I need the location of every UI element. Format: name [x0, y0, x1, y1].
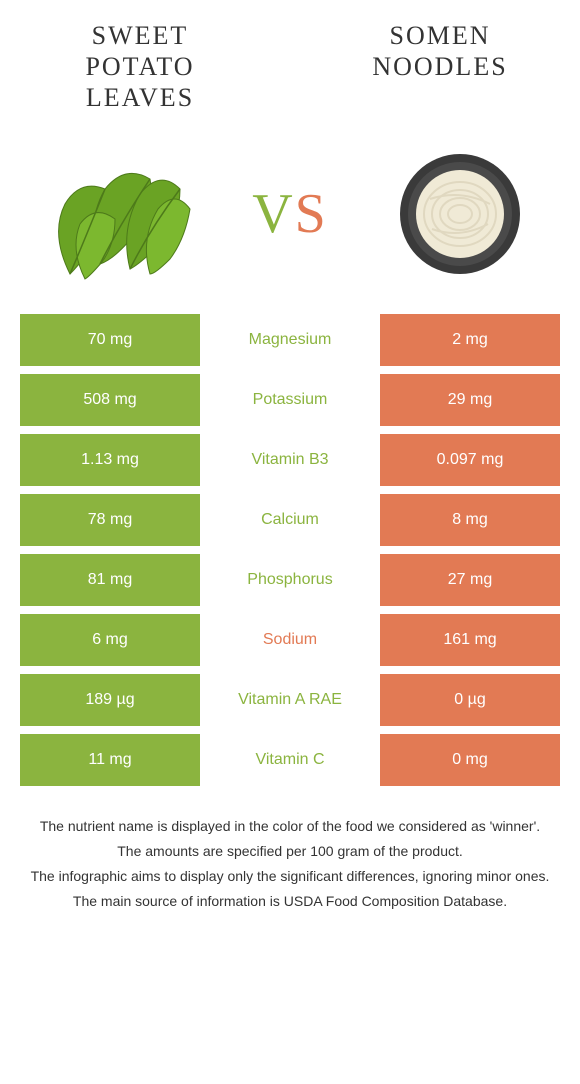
right-value: 8 mg	[380, 494, 560, 546]
left-value: 11 mg	[20, 734, 200, 786]
left-value: 70 mg	[20, 314, 200, 366]
left-value: 508 mg	[20, 374, 200, 426]
right-value: 27 mg	[380, 554, 560, 606]
header: Sweet potato leaves Somen noodles	[10, 20, 570, 114]
table-row: 6 mg Sodium 161 mg	[20, 614, 560, 666]
nutrient-label: Vitamin B3	[200, 434, 380, 486]
left-food-title: Sweet potato leaves	[40, 20, 240, 114]
footer-line: The nutrient name is displayed in the co…	[30, 816, 550, 837]
footer-line: The main source of information is USDA F…	[30, 891, 550, 912]
nutrient-label: Phosphorus	[200, 554, 380, 606]
table-row: 11 mg Vitamin C 0 mg	[20, 734, 560, 786]
left-value: 78 mg	[20, 494, 200, 546]
nutrient-label: Calcium	[200, 494, 380, 546]
vs-s: S	[295, 183, 328, 245]
nutrient-label: Vitamin A RAE	[200, 674, 380, 726]
nutrient-label: Vitamin C	[200, 734, 380, 786]
left-value: 81 mg	[20, 554, 200, 606]
right-value: 161 mg	[380, 614, 560, 666]
right-value: 2 mg	[380, 314, 560, 366]
nutrient-label: Potassium	[200, 374, 380, 426]
right-value: 0 mg	[380, 734, 560, 786]
nutrient-label: Magnesium	[200, 314, 380, 366]
images-row: VS	[10, 134, 570, 294]
vs-v: V	[252, 183, 294, 245]
table-row: 70 mg Magnesium 2 mg	[20, 314, 560, 366]
left-value: 1.13 mg	[20, 434, 200, 486]
comparison-table: 70 mg Magnesium 2 mg 508 mg Potassium 29…	[20, 314, 560, 786]
vs-label: VS	[252, 182, 328, 246]
right-value: 0 µg	[380, 674, 560, 726]
table-row: 189 µg Vitamin A RAE 0 µg	[20, 674, 560, 726]
table-row: 78 mg Calcium 8 mg	[20, 494, 560, 546]
nutrient-label: Sodium	[200, 614, 380, 666]
noodles-bowl-icon	[370, 134, 550, 294]
right-value: 29 mg	[380, 374, 560, 426]
table-row: 508 mg Potassium 29 mg	[20, 374, 560, 426]
right-value: 0.097 mg	[380, 434, 560, 486]
footer-line: The amounts are specified per 100 gram o…	[30, 841, 550, 862]
table-row: 81 mg Phosphorus 27 mg	[20, 554, 560, 606]
footer-notes: The nutrient name is displayed in the co…	[10, 816, 570, 912]
right-food-title: Somen noodles	[340, 20, 540, 82]
leaves-icon	[30, 134, 210, 294]
left-value: 6 mg	[20, 614, 200, 666]
footer-line: The infographic aims to display only the…	[30, 866, 550, 887]
left-value: 189 µg	[20, 674, 200, 726]
table-row: 1.13 mg Vitamin B3 0.097 mg	[20, 434, 560, 486]
